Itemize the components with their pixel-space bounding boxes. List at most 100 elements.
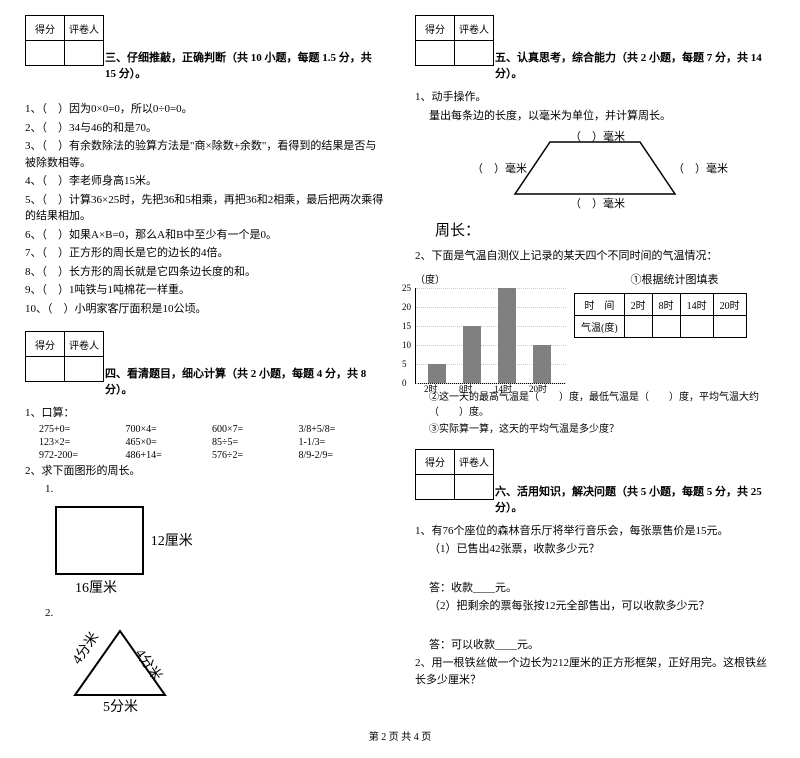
table-cell	[652, 315, 680, 337]
calc-row: 972-200=486+14=576÷2=8/9-2/9=	[39, 450, 385, 461]
grader-label: 评卷人	[455, 449, 494, 474]
judge-item: 7、（ ）正方形的周长是它的边长的4倍。	[25, 245, 385, 262]
section3-title: 三、仔细推敲，正确判断（共 10 小题，每题 1.5 分，共 15 分）。	[105, 49, 385, 81]
tri-right-label: 4分米	[132, 646, 165, 684]
x-tick: 20时	[529, 382, 547, 395]
section4-title: 四、看清题目，细心计算（共 2 小题，每题 4 分，共 8 分）。	[105, 365, 385, 397]
s5-q1-text: 量出每条边的长度，以毫米为单位，并计算周长。	[429, 108, 775, 125]
y-tick: 10	[402, 340, 411, 350]
calc-rows: 275+0=700×4=600×7=3/8+5/8= 123×2=465×0=85…	[39, 424, 385, 461]
chart-title: ①根据统计图填表	[574, 271, 775, 287]
fig2-num: 2.	[45, 605, 385, 622]
trap-right: （ ）毫米	[673, 160, 728, 176]
judge-item: 10、（ ）小明家客厅面积是10公顷。	[25, 301, 385, 318]
rect-bottom-label: 16厘米	[75, 577, 385, 597]
perimeter-label: 周长：	[435, 219, 775, 240]
judge-item: 6、（ ）如果A×B=0，那么A和B中至少有一个是0。	[25, 227, 385, 244]
s4-q2-label: 2、求下面图形的周长。	[25, 463, 385, 480]
s5-q1-label: 1、动手操作。	[415, 89, 775, 106]
calc-row: 123×2=465×0=85÷5=1-1/3=	[39, 437, 385, 448]
score-label: 得分	[26, 16, 65, 41]
rectangle-figure: 12厘米 16厘米	[55, 506, 385, 597]
y-unit: （度）	[415, 271, 566, 286]
bar-chart: 25201510502时8时14时20时	[415, 288, 566, 384]
calc-cell: 123×2=	[39, 437, 126, 448]
table-cell	[680, 315, 713, 337]
s6-q1-sub1: （1）已售出42张票，收款多少元？	[429, 541, 775, 558]
section3-items: 1、（ ）因为0×0=0，所以0÷0=0。 2、（ ）34与46的和是70。3、（…	[25, 101, 385, 317]
s5-q2-label: 2、下面是气温自测仪上记录的某天四个不同时间的气温情况：	[415, 248, 775, 265]
calc-cell: 8/9-2/9=	[299, 450, 386, 461]
grader-label: 评卷人	[455, 16, 494, 41]
triangle-figure: 4分米 4分米 5分米	[55, 623, 185, 713]
y-tick: 5	[402, 359, 407, 369]
x-tick: 2时	[424, 382, 438, 395]
trapezoid-figure: （ ）毫米 （ ）毫米 （ ）毫米 （ ）毫米	[480, 134, 710, 209]
s6-q1-ans1: 答：收款____元。	[429, 580, 775, 597]
calc-cell: 972-200=	[39, 450, 126, 461]
s6-q1-ans2: 答：可以收款____元。	[429, 637, 775, 654]
grader-label: 评卷人	[65, 16, 104, 41]
data-table: 时 间2时8时14时20时 气温(度)	[574, 293, 747, 338]
y-tick: 0	[402, 378, 407, 388]
x-tick: 14时	[494, 382, 512, 395]
score-box-right: 得分 评卷人	[415, 15, 494, 66]
table-header-cell: 14时	[680, 293, 713, 315]
s6-q1-sub2: （2）把剩余的票每张按12元全部售出，可以收款多少元？	[429, 598, 775, 615]
bar	[463, 326, 481, 383]
calc-cell: 700×4=	[126, 424, 213, 435]
s6-q1-label: 1、有76个座位的森林音乐厅将举行音乐会，每张票售价是15元。	[415, 523, 775, 540]
s4-q1-label: 1、口算：	[25, 405, 385, 422]
score-box-left: 得分 评卷人	[25, 15, 104, 66]
section5-title: 五、认真思考，综合能力（共 2 小题，每题 7 分，共 14 分）。	[495, 49, 775, 81]
judge-item: 8、（ ）长方形的周长就是它四条边长度的和。	[25, 264, 385, 281]
y-tick: 20	[402, 302, 411, 312]
bar	[533, 345, 551, 383]
x-tick: 8时	[459, 382, 473, 395]
y-tick: 15	[402, 321, 411, 331]
calc-cell: 3/8+5/8=	[299, 424, 386, 435]
grader-label: 评卷人	[65, 332, 104, 357]
judge-item: 5、（ ）计算36×25时，先把36和5相乘，再把36和2相乘，最后把两次乘得的…	[25, 192, 385, 225]
section6-title: 六、活用知识，解决问题（共 5 小题，每题 5 分，共 25 分）。	[495, 483, 775, 515]
s5-q2-sub2: ②这一天的最高气温是（ ）度，最低气温是（ ）度，平均气温大约（ ）度。	[429, 390, 775, 420]
s6-q2-label: 2、用一根铁丝做一个边长为212厘米的正方形框架，正好用完。这根铁丝长多少厘米？	[415, 655, 775, 688]
bar	[498, 288, 516, 383]
fig1-num: 1.	[45, 481, 385, 498]
s5-q2-sub3: ③实际算一算，这天的平均气温是多少度？	[429, 422, 775, 437]
score-label: 得分	[416, 449, 455, 474]
table-header-cell: 时 间	[575, 293, 625, 315]
score-label: 得分	[26, 332, 65, 357]
judge-item: 4、（ ）李老师身高15米。	[25, 173, 385, 190]
trap-top: （ ）毫米	[570, 128, 625, 144]
judge-item: 9、（ ）1吨铁与1吨棉花一样重。	[25, 282, 385, 299]
chart-area: （度） 25201510502时8时14时20时 ①根据统计图填表 时 间2时8…	[415, 271, 775, 384]
judge-item: 2、（ ）34与46的和是70。	[25, 120, 385, 137]
calc-row: 275+0=700×4=600×7=3/8+5/8=	[39, 424, 385, 435]
calc-cell: 1-1/3=	[299, 437, 386, 448]
bar	[428, 364, 446, 383]
score-label: 得分	[416, 16, 455, 41]
page-footer: 第 2 页 共 4 页	[25, 728, 775, 743]
calc-cell: 465×0=	[126, 437, 213, 448]
table-header-cell: 2时	[624, 293, 652, 315]
calc-cell: 600×7=	[212, 424, 299, 435]
calc-cell: 275+0=	[39, 424, 126, 435]
score-box-left2: 得分 评卷人	[25, 331, 104, 382]
calc-cell: 576÷2=	[212, 450, 299, 461]
calc-cell: 486+14=	[126, 450, 213, 461]
trap-bottom: （ ）毫米	[570, 195, 625, 211]
calc-cell: 85÷5=	[212, 437, 299, 448]
table-header-cell: 20时	[713, 293, 746, 315]
table-cell	[713, 315, 746, 337]
y-tick: 25	[402, 283, 411, 293]
table-header-cell: 8时	[652, 293, 680, 315]
rect-right-label: 12厘米	[151, 534, 193, 549]
score-box-right2: 得分 评卷人	[415, 449, 494, 500]
trap-left: （ ）毫米	[472, 160, 527, 176]
judge-item: 1、（ ）因为0×0=0，所以0÷0=0。	[25, 101, 385, 118]
tri-bottom-label: 5分米	[103, 699, 138, 715]
judge-item: 3、（ ）有余数除法的验算方法是"商×除数+余数"，看得到的结果是否与被除数相等…	[25, 138, 385, 171]
table-cell	[624, 315, 652, 337]
table-row-label: 气温(度)	[575, 315, 625, 337]
